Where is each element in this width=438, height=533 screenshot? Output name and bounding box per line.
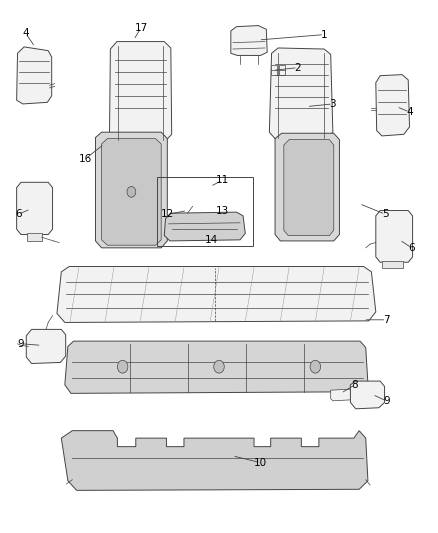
Text: 6: 6 — [408, 243, 415, 253]
Polygon shape — [164, 212, 245, 241]
Text: 4: 4 — [22, 28, 29, 38]
Polygon shape — [26, 329, 66, 364]
Text: 5: 5 — [382, 209, 389, 219]
Polygon shape — [231, 26, 267, 55]
Polygon shape — [17, 47, 52, 104]
Polygon shape — [275, 133, 339, 241]
Polygon shape — [27, 233, 42, 241]
Text: 9: 9 — [383, 396, 390, 406]
Polygon shape — [95, 132, 167, 248]
Polygon shape — [65, 341, 368, 393]
Polygon shape — [17, 182, 53, 235]
Polygon shape — [376, 211, 413, 262]
Text: 14: 14 — [205, 235, 218, 245]
Polygon shape — [110, 42, 172, 142]
Text: 4: 4 — [406, 107, 413, 117]
Polygon shape — [376, 75, 410, 136]
Text: 13: 13 — [216, 206, 229, 215]
Text: 10: 10 — [254, 458, 267, 467]
Polygon shape — [102, 139, 161, 245]
Polygon shape — [331, 389, 355, 401]
Polygon shape — [382, 261, 403, 268]
Text: 8: 8 — [351, 380, 358, 390]
Text: 12: 12 — [161, 209, 174, 219]
Circle shape — [310, 360, 321, 373]
Polygon shape — [61, 431, 368, 490]
Text: 3: 3 — [329, 99, 336, 109]
Bar — [157, 177, 253, 246]
Polygon shape — [57, 266, 376, 322]
Circle shape — [127, 187, 136, 197]
Text: 7: 7 — [383, 315, 390, 325]
Bar — [271, 65, 277, 75]
Polygon shape — [350, 381, 385, 409]
Polygon shape — [269, 48, 333, 140]
Circle shape — [117, 360, 128, 373]
Circle shape — [214, 360, 224, 373]
Text: 17: 17 — [134, 23, 148, 33]
Text: 11: 11 — [216, 175, 229, 185]
Text: 1: 1 — [321, 30, 328, 39]
Text: 16: 16 — [79, 154, 92, 164]
Text: 6: 6 — [15, 209, 22, 219]
Text: 2: 2 — [294, 63, 301, 72]
Text: 9: 9 — [18, 339, 25, 349]
Polygon shape — [284, 140, 334, 236]
Bar — [279, 65, 285, 75]
